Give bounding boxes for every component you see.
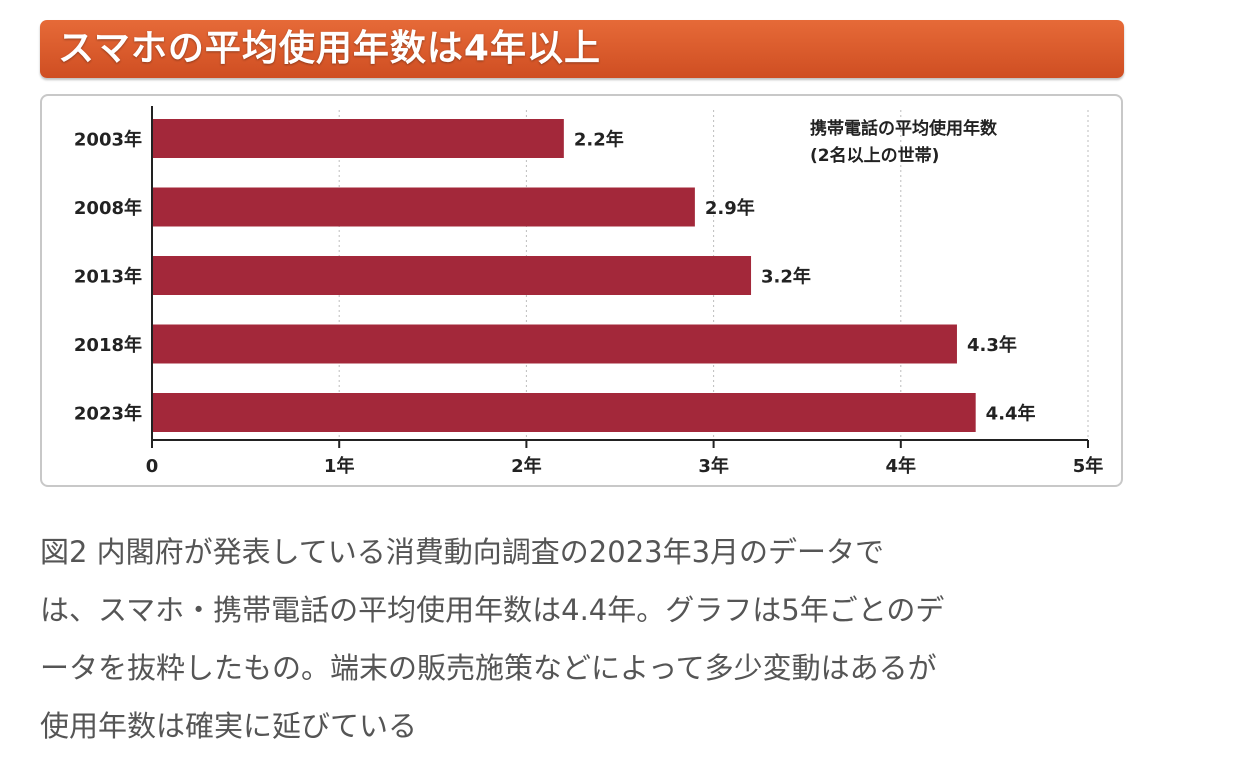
axes: 0 1年 2年 3年 4年 5年 2003年 2008年 2013年 2018年 2023年 — [74, 106, 1103, 477]
caption-line-2: は、スマホ・携帯電話の平均使用年数は4.4年。グラフは5年ごとのデ — [40, 593, 945, 627]
category-label: 2013年 — [74, 266, 142, 288]
x-tick-label: 1年 — [324, 455, 355, 477]
bar — [153, 324, 957, 364]
category-label: 2003年 — [74, 129, 142, 151]
category-label: 2023年 — [74, 403, 142, 425]
x-tick-label: 2年 — [511, 455, 542, 477]
x-tick-label: 5年 — [1073, 455, 1104, 477]
figure-caption: 図2 内閣府が発表している消費動向調査の2023年3月のデータで は、スマホ・携… — [40, 523, 1190, 755]
bars: 2.2年 2.9年 3.2年 4.3年 4.4年 — [153, 119, 1036, 432]
banner-title: スマホの平均使用年数は4年以上 — [58, 28, 601, 69]
bar — [153, 187, 695, 227]
caption-line-3: ータを抜粋したもの。端末の販売施策などによって多少変動はあるが — [40, 651, 937, 685]
bar — [153, 256, 752, 295]
x-tick-label: 4年 — [886, 455, 917, 477]
value-label: 4.4年 — [986, 403, 1036, 425]
bar — [153, 119, 564, 158]
category-label: 2008年 — [74, 197, 142, 219]
x-tick-label: 3年 — [698, 455, 729, 477]
bar — [153, 393, 976, 432]
chart-title: 携帯電話の平均使用年数 — [810, 118, 998, 139]
x-tick-label: 0 — [146, 456, 159, 477]
caption-line-1: 図2 内閣府が発表している消費動向調査の2023年3月のデータで — [40, 535, 885, 569]
chart-subtitle: (2名以上の世帯) — [810, 145, 939, 166]
value-label: 2.9年 — [705, 197, 755, 219]
value-label: 3.2年 — [761, 266, 811, 288]
value-label: 4.3年 — [967, 334, 1017, 356]
category-label: 2018年 — [74, 334, 142, 356]
bar-chart: 2.2年 2.9年 3.2年 4.3年 4.4年 0 1年 2年 3年 4年 5年 2003年 200… — [74, 106, 1103, 477]
value-label: 2.2年 — [574, 129, 624, 151]
caption-line-4: 使用年数は確実に延びている — [40, 709, 418, 743]
title-banner: スマホの平均使用年数は4年以上 — [40, 20, 1124, 78]
